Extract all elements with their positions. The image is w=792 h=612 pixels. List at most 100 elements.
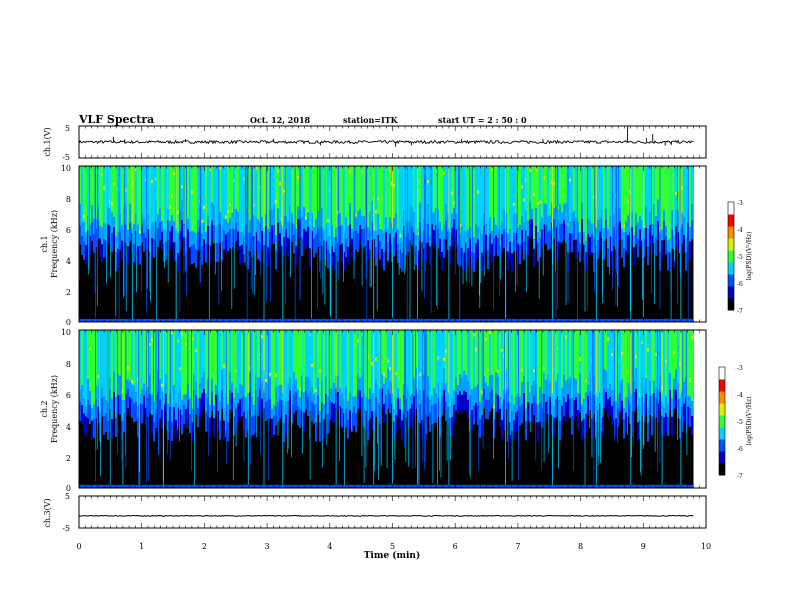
ch1-cbar-tick-m3: -3 xyxy=(737,200,743,207)
spectrogram-cell xyxy=(487,386,490,401)
spectrogram-cell xyxy=(217,396,220,411)
spectrogram-cell xyxy=(355,330,358,397)
spectrogram-cell xyxy=(195,166,198,233)
spectrogram-cell xyxy=(575,219,578,240)
spectrogram-cell xyxy=(251,166,254,217)
spectrogram-cell xyxy=(511,166,514,243)
spectrogram-cell xyxy=(111,202,114,206)
x-tick-label: 7 xyxy=(515,542,520,551)
spectrogram-cell xyxy=(351,166,354,229)
spectrogram-cell xyxy=(675,191,678,195)
spectrogram-cell xyxy=(407,410,410,430)
spectrogram-cell xyxy=(683,216,686,235)
spectrogram-cell xyxy=(195,381,198,396)
spectrogram-cell xyxy=(581,330,584,405)
spectrogram-cell xyxy=(477,227,480,240)
spectrogram-cell xyxy=(97,330,100,386)
spectrogram-cell xyxy=(329,330,332,389)
spectrogram-cell xyxy=(151,238,154,257)
spectrogram-cell xyxy=(309,166,312,228)
spectrogram-cell xyxy=(135,168,138,171)
spectrogram-cell xyxy=(147,229,150,248)
spectrogram-cell xyxy=(137,246,140,265)
spectrogram-cell xyxy=(635,368,638,389)
spectrogram-cell xyxy=(347,246,350,266)
spectrogram-cell xyxy=(399,238,402,250)
spectrogram-cell xyxy=(537,330,540,405)
spectrogram-cell xyxy=(209,330,212,405)
spectrogram-cell xyxy=(163,229,166,243)
spectrogram-cell xyxy=(375,210,378,214)
ch1-spectrogram-ticks xyxy=(78,166,707,322)
spectrogram-cell xyxy=(607,337,610,341)
spectrogram-cell xyxy=(627,370,630,374)
spectrogram-cell xyxy=(359,378,362,391)
spectrogram-cell xyxy=(515,412,518,432)
spectrogram-cell xyxy=(607,248,610,267)
spectrogram-cell xyxy=(303,412,306,432)
spectrogram-cell xyxy=(381,249,384,268)
spectrogram-cell xyxy=(85,330,88,407)
ch1-cbar-tick-m7: -7 xyxy=(737,308,743,315)
spectrogram-cell xyxy=(437,210,440,230)
spectrogram-cell xyxy=(357,374,360,390)
spectrogram-cell xyxy=(605,392,608,411)
spectrogram-cell xyxy=(395,166,398,213)
spectrogram-cell xyxy=(291,223,294,242)
spectrogram-cell xyxy=(241,385,244,398)
spectrogram-cell xyxy=(619,392,622,412)
spectrogram-cell xyxy=(621,400,624,420)
spectrogram-cell xyxy=(295,330,298,380)
spectrogram-cell xyxy=(571,166,574,214)
spectrogram-cell xyxy=(615,418,618,438)
spectrogram-cell xyxy=(171,166,174,216)
spectrogram-cell xyxy=(463,371,466,391)
spectrogram-cell xyxy=(669,166,672,239)
spectrogram-cell xyxy=(215,243,218,262)
spectrogram-cell xyxy=(333,166,336,238)
spectrogram-cell xyxy=(447,231,450,251)
spectrogram-cell xyxy=(237,330,240,394)
spectrogram-cell xyxy=(137,224,140,247)
ch1-waveform-trace xyxy=(78,126,694,147)
spectrogram-cell xyxy=(421,330,424,401)
spectrogram-cell xyxy=(405,166,408,222)
spectrogram-cell xyxy=(549,397,552,416)
spectrogram-cell xyxy=(227,330,230,405)
spectrogram-cell xyxy=(557,166,560,221)
spectrogram-cell xyxy=(517,393,520,411)
spectrogram-cell xyxy=(687,406,690,426)
spectrogram-cell xyxy=(531,330,534,387)
spectrogram-cell xyxy=(575,330,578,380)
spectrogram-cell xyxy=(507,330,510,389)
spectrogram-cell xyxy=(89,225,92,237)
spectrogram-cell xyxy=(445,383,448,402)
spectrogram-cell xyxy=(105,240,108,259)
spectrogram-cell xyxy=(529,168,532,172)
ch2-colorbar xyxy=(719,367,725,476)
spectrogram-cell xyxy=(411,206,414,227)
spectrogram-cell xyxy=(113,217,116,228)
spectrogram-cell xyxy=(519,396,522,407)
spectrogram-cell xyxy=(569,399,572,418)
spectrogram-cell xyxy=(347,401,350,420)
spectrogram-cell xyxy=(223,420,226,440)
spectrogram-cell xyxy=(113,330,116,373)
spectrogram-cell xyxy=(381,166,384,231)
spectrogram-cell xyxy=(537,242,540,262)
spectrogram-cell xyxy=(621,166,624,229)
spectrogram-cell xyxy=(281,400,284,420)
spectrogram-cell xyxy=(575,239,578,259)
spectrogram-cell xyxy=(131,330,134,386)
spectrogram-cell xyxy=(431,405,434,425)
spectrogram-cell xyxy=(653,204,656,225)
spectrogram-cell xyxy=(651,394,654,417)
spectrogram-cell xyxy=(107,224,110,244)
spectrogram-cell xyxy=(285,330,288,402)
spectrogram-cell xyxy=(299,387,302,391)
spectrogram-cell xyxy=(331,225,334,246)
spectrogram-cell xyxy=(241,166,244,233)
spectrogram-cell xyxy=(371,411,374,431)
spectrogram-cell xyxy=(645,206,648,228)
spectrogram-cell xyxy=(457,395,460,414)
